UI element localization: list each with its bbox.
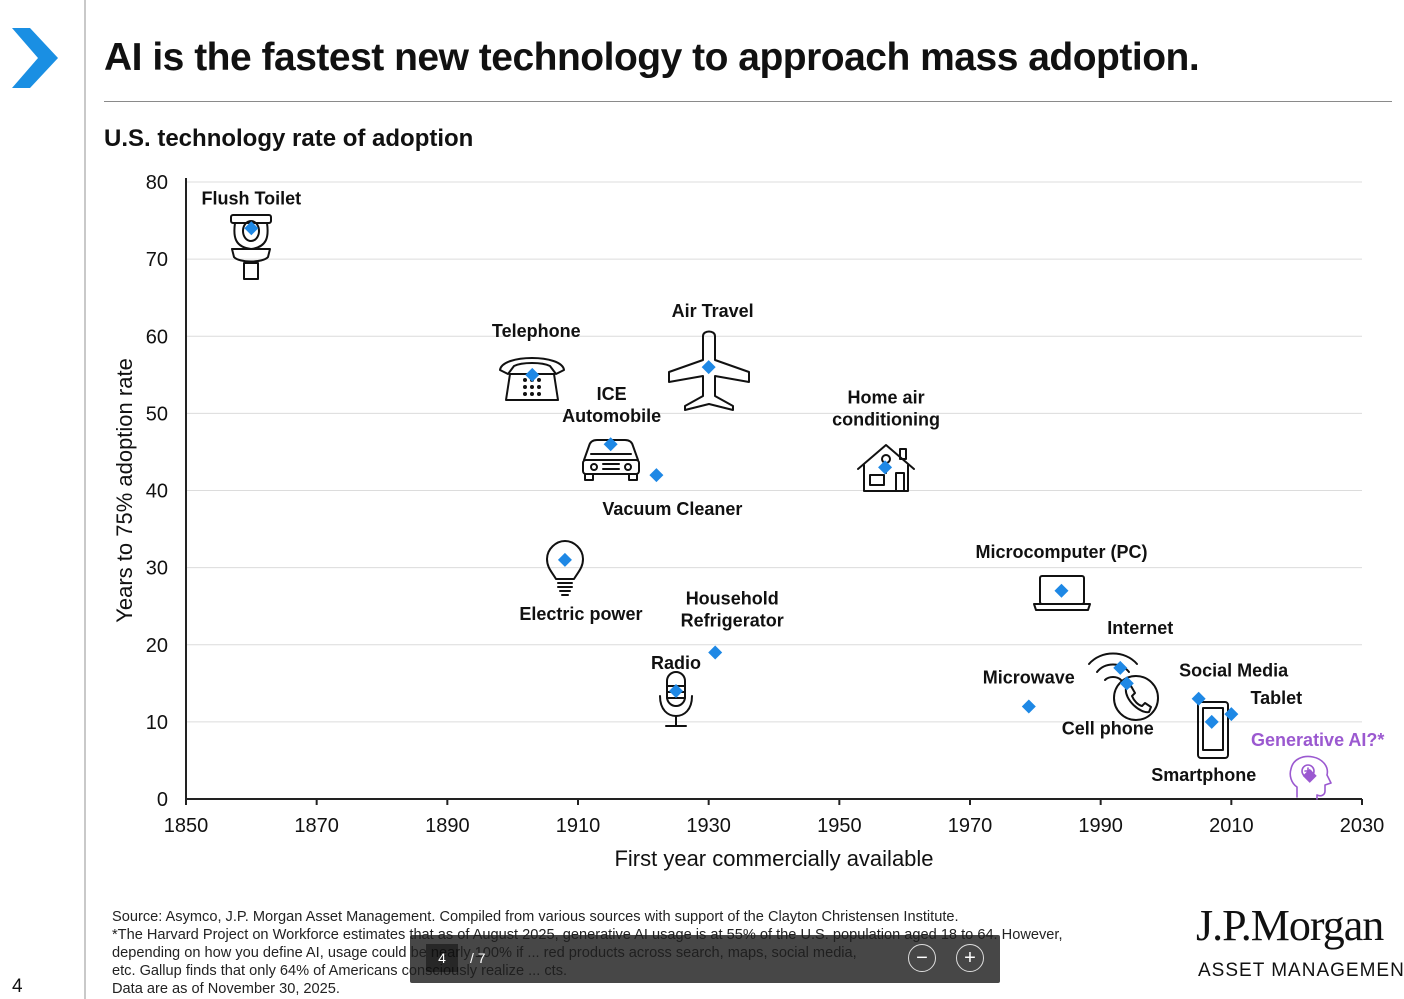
footnote-line: Data are as of November 30, 2025. — [112, 981, 340, 997]
y-tick-label: 20 — [146, 635, 168, 657]
house-icon — [857, 444, 915, 492]
page-number: 4 — [12, 976, 23, 997]
data-label-generative-ai: Generative AI?* — [1251, 730, 1384, 750]
data-label-tablet: Tablet — [1250, 688, 1302, 708]
toilet-icon — [230, 214, 272, 280]
y-tick-label: 80 — [146, 172, 168, 194]
smartphone-icon — [1197, 701, 1229, 759]
brand-logo-text: J.P.Morgan — [1196, 901, 1384, 950]
x-tick-label: 1950 — [817, 815, 862, 837]
x-tick-label: 1850 — [164, 815, 209, 837]
data-point-air-travel — [701, 360, 716, 375]
car-icon — [582, 439, 640, 481]
data-label-telephone: Telephone — [492, 321, 581, 341]
data-point-flush-toilet — [244, 221, 259, 236]
y-tick-label: 30 — [146, 558, 168, 580]
data-point-microcomputer-pc — [1054, 583, 1069, 598]
page-total: / 7 — [470, 950, 486, 966]
x-tick-label: 1990 — [1078, 815, 1123, 837]
data-point-ice-automobile — [603, 437, 618, 452]
data-label-air-travel: Air Travel — [672, 301, 754, 321]
x-tick-label: 2010 — [1209, 815, 1254, 837]
data-point-radio — [669, 684, 683, 699]
data-label-vacuum-cleaner: Vacuum Cleaner — [602, 499, 742, 519]
y-tick-label: 0 — [157, 789, 168, 811]
page-title: AI is the fastest new technology to appr… — [104, 36, 1200, 79]
data-label-electric-power: Electric power — [519, 604, 642, 624]
title-divider — [104, 101, 1392, 102]
x-tick-label: 1910 — [556, 815, 601, 837]
x-tick-label: 1930 — [686, 815, 731, 837]
data-point-household-refrigerator — [708, 645, 723, 660]
data-label-flush-toilet: Flush Toilet — [201, 188, 301, 208]
data-point-vacuum-cleaner — [649, 468, 664, 483]
data-label-household-refrigerator: Household Refrigerator — [681, 588, 784, 630]
brand-subtitle: ASSET MANAGEMENT — [1198, 960, 1404, 981]
x-tick-label: 1890 — [425, 815, 470, 837]
chart-title: U.S. technology rate of adoption — [104, 125, 474, 152]
data-point-telephone — [525, 367, 540, 382]
data-label-internet: Internet — [1107, 618, 1173, 638]
y-axis-label: Years to 75% adoption rate — [112, 358, 137, 623]
x-tick-label: 2030 — [1340, 815, 1385, 837]
y-tick-label: 10 — [146, 712, 168, 734]
zoom-out-button[interactable]: − — [908, 944, 936, 972]
x-tick-label: 1970 — [948, 815, 993, 837]
y-tick-label: 40 — [146, 481, 168, 503]
data-point-generative-ai — [1302, 768, 1317, 783]
data-point-tablet — [1224, 707, 1239, 722]
y-tick-label: 60 — [146, 326, 168, 348]
x-axis-label: First year commercially available — [614, 846, 933, 871]
zoom-in-button[interactable]: + — [956, 944, 984, 972]
data-point-social-media — [1191, 691, 1206, 706]
data-point-cell-phone — [1119, 676, 1134, 691]
y-tick-label: 70 — [146, 249, 168, 271]
y-tick-label: 50 — [146, 403, 168, 425]
phone-handset-icon — [1113, 675, 1159, 721]
data-point-smartphone — [1204, 714, 1219, 729]
data-label-radio: Radio — [651, 653, 701, 673]
data-label-cell-phone: Cell phone — [1062, 718, 1154, 738]
airplane-icon — [668, 330, 750, 411]
laptop-icon — [1033, 575, 1091, 611]
data-label-home-air-conditioning: Home air conditioning — [832, 387, 940, 429]
data-point-home-air-conditioning — [878, 460, 893, 475]
data-label-microcomputer-pc: Microcomputer (PC) — [975, 542, 1147, 562]
wifi-icon — [1088, 652, 1138, 681]
footnote-line: Source: Asymco, J.P. Morgan Asset Manage… — [112, 909, 959, 925]
data-point-electric-power — [557, 552, 572, 567]
pdf-viewer-toolbar: 4 / 7 − + — [410, 935, 1000, 983]
data-label-social-media: Social Media — [1179, 661, 1289, 681]
microphone-icon — [659, 671, 693, 727]
chevron-logo-icon — [12, 28, 58, 88]
data-label-smartphone: Smartphone — [1151, 765, 1256, 785]
x-tick-label: 1870 — [294, 815, 339, 837]
data-point-microwave — [1021, 699, 1036, 714]
data-label-microwave: Microwave — [983, 667, 1075, 687]
left-margin-line — [84, 0, 86, 999]
page-number-input[interactable]: 4 — [426, 944, 458, 972]
data-point-internet — [1113, 660, 1128, 675]
lightbulb-icon — [546, 540, 584, 596]
data-label-ice-automobile: ICE Automobile — [562, 384, 661, 426]
